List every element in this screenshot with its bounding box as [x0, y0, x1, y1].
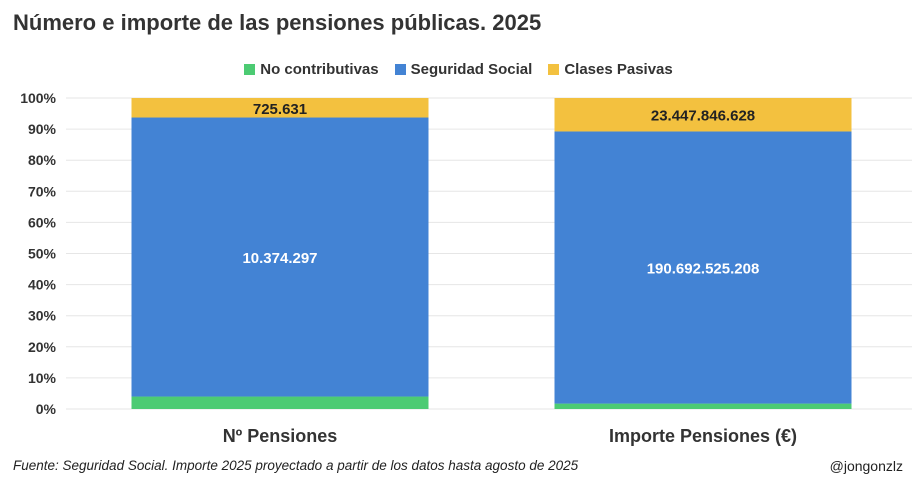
legend-label-clases-pasivas: Clases Pasivas [564, 61, 673, 78]
data-label: 190.692.525.208 [647, 261, 760, 278]
bar-segment-seguridad-social [554, 131, 852, 404]
bar-segment-no-contributivas [554, 403, 852, 409]
legend: No contributivas Seguridad Social Clases… [0, 61, 917, 78]
x-category-label: Importe Pensiones (€) [609, 426, 797, 446]
y-tick-label: 20% [28, 339, 57, 355]
y-tick-label: 60% [28, 214, 57, 230]
y-tick-label: 0% [36, 401, 57, 417]
legend-item-seguridad-social: Seguridad Social [394, 61, 533, 78]
chart-title: Número e importe de las pensiones públic… [13, 10, 542, 35]
legend-item-no-contributivas: No contributivas [244, 61, 379, 78]
legend-swatch-no-contributivas [244, 64, 256, 75]
source-note: Fuente: Seguridad Social. Importe 2025 p… [13, 458, 579, 473]
bar-segment-no-contributivas [131, 396, 429, 409]
legend-item-clases-pasivas: Clases Pasivas [548, 61, 673, 78]
y-tick-label: 70% [28, 183, 57, 199]
legend-label-no-contributivas: No contributivas [260, 61, 379, 78]
author-handle: @jongonzlz [829, 458, 903, 474]
legend-label-seguridad-social: Seguridad Social [410, 61, 533, 78]
data-label: 725.631 [253, 101, 307, 118]
bar-segment-clases-pasivas [554, 98, 852, 132]
x-category-label: Nº Pensiones [223, 426, 338, 446]
y-tick-label: 50% [28, 246, 57, 262]
data-label: 10.374.297 [242, 250, 317, 267]
bar-segment-seguridad-social [131, 117, 429, 397]
data-label: 23.447.846.628 [651, 108, 755, 125]
legend-swatch-clases-pasivas [548, 64, 560, 75]
y-tick-label: 100% [20, 90, 56, 106]
y-tick-label: 90% [28, 121, 57, 137]
bar-segment-clases-pasivas [131, 98, 429, 118]
y-tick-label: 40% [28, 277, 57, 293]
y-tick-label: 10% [28, 370, 57, 386]
y-tick-label: 80% [28, 152, 57, 168]
y-tick-label: 30% [28, 308, 57, 324]
legend-swatch-seguridad-social [394, 64, 406, 75]
